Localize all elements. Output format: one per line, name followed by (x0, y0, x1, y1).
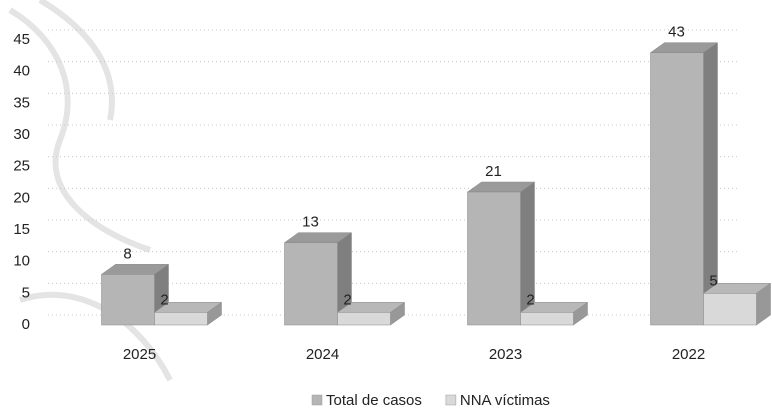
bar (702, 282, 772, 326)
y-tick-label: 15 (13, 221, 30, 238)
y-tick-label: 20 (13, 189, 30, 206)
bar-front (703, 293, 757, 326)
legend-label: Total de casos (326, 392, 422, 409)
data-label: 21 (485, 163, 502, 180)
bar-front (284, 242, 338, 326)
x-tick-label: 2022 (672, 346, 705, 363)
bar (100, 263, 170, 326)
bar (153, 301, 223, 326)
x-tick-label: 2025 (123, 346, 156, 363)
data-label: 2 (526, 291, 534, 308)
bar-front (101, 274, 155, 326)
bar (649, 42, 719, 326)
y-tick-label: 40 (13, 63, 30, 80)
bar-front (520, 312, 574, 326)
x-tick-label: 2024 (306, 346, 339, 363)
data-label: 43 (668, 24, 685, 41)
data-label: 13 (302, 214, 319, 231)
data-label: 2 (343, 291, 351, 308)
data-label: 2 (160, 291, 168, 308)
legend-label: NNA víctimas (460, 392, 550, 409)
bar (283, 232, 353, 326)
data-label: 5 (709, 272, 717, 289)
data-label: 8 (123, 245, 131, 262)
y-tick-label: 30 (13, 126, 30, 143)
y-tick-label: 10 (13, 253, 30, 270)
bar-front (337, 312, 391, 326)
bar (336, 301, 406, 326)
bar (519, 301, 589, 326)
bar-front (650, 52, 704, 326)
bar (466, 181, 536, 326)
y-tick-label: 0 (22, 316, 30, 333)
legend-swatch (311, 394, 323, 406)
bar-front (467, 191, 521, 326)
y-tick-label: 35 (13, 94, 30, 111)
y-tick-label: 45 (13, 31, 30, 48)
x-tick-label: 2023 (489, 346, 522, 363)
y-tick-label: 25 (13, 158, 30, 175)
legend-swatch (445, 394, 457, 406)
y-tick-label: 5 (22, 284, 30, 301)
bar-front (154, 312, 208, 326)
